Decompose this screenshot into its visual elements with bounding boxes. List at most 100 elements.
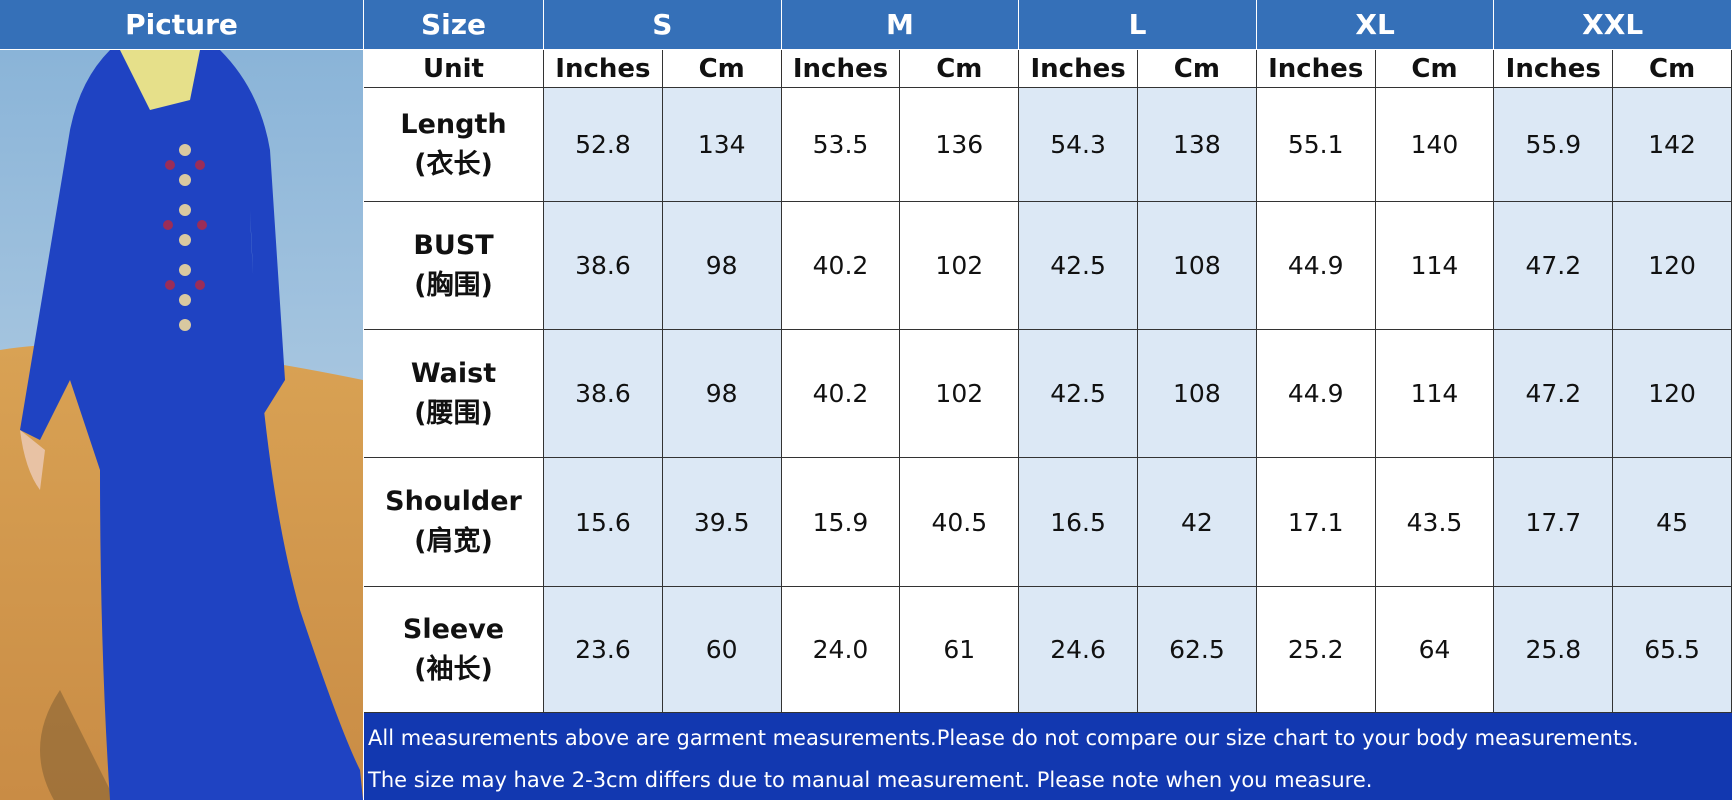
value-cell-text: 114 (1410, 379, 1459, 408)
row-label-text: Shoulder (385, 486, 522, 517)
value-cell-text: 17.7 (1525, 507, 1582, 537)
product-photo (0, 50, 363, 800)
row-label: Waist (腰围) (364, 330, 544, 458)
row-label-text: (袖长) (414, 653, 493, 685)
value-cell-text: 136 (935, 130, 984, 159)
unit-label: Unit (364, 50, 544, 88)
value-cell-text: 17.1 (1287, 507, 1344, 537)
value-cell: 16.5 (1019, 458, 1138, 587)
value-cell-text: 42 (1180, 507, 1213, 537)
value-cell-text: 120 (1648, 379, 1696, 408)
unit-cell: Cm (1138, 50, 1257, 88)
notes: All measurements above are garment measu… (364, 713, 1732, 800)
size-header: XL (1256, 0, 1495, 50)
value-cell: 44.9 (1256, 202, 1376, 330)
value-cell: 15.9 (781, 458, 901, 587)
value-cell: 61 (900, 587, 1020, 713)
value-cell: 38.6 (544, 330, 663, 458)
value-cell-text: 108 (1173, 251, 1221, 280)
row-label-text: Waist (410, 357, 497, 389)
value-cell-text: 39.5 (693, 507, 750, 537)
value-cell: 54.3 (1019, 88, 1138, 202)
row-label-text: (腰围) (414, 397, 493, 429)
value-cell: 55.9 (1494, 88, 1614, 202)
value-cell: 47.2 (1494, 330, 1614, 458)
value-cell-text: 98 (705, 379, 738, 408)
value-cell: 25.8 (1494, 587, 1614, 713)
header-cell: Size (364, 0, 544, 50)
unit-cell-text: Inches (555, 53, 651, 84)
value-cell: 65.5 (1613, 587, 1732, 713)
header-cell-text: Picture (125, 8, 238, 41)
size-header: S (544, 0, 782, 50)
value-cell-text: 47.2 (1525, 251, 1582, 280)
unit-cell-text: Cm (698, 53, 745, 84)
value-cell: 64 (1375, 587, 1495, 713)
value-cell-text: 25.8 (1525, 635, 1582, 664)
value-cell: 40.2 (781, 202, 901, 330)
value-cell: 136 (900, 88, 1020, 202)
value-cell: 24.6 (1019, 587, 1138, 713)
unit-cell-text: Inches (1505, 53, 1601, 84)
value-cell-text: 38.6 (575, 251, 631, 280)
value-cell: 43.5 (1375, 458, 1495, 587)
value-cell: 53.5 (781, 88, 901, 202)
value-cell-text: 40.5 (931, 507, 988, 537)
value-cell: 134 (662, 88, 782, 202)
size-header-text: XXL (1582, 8, 1644, 41)
value-cell-text: 44.9 (1287, 251, 1344, 280)
value-cell-text: 102 (935, 379, 984, 408)
value-cell-text: 15.6 (575, 507, 631, 537)
value-cell: 114 (1375, 330, 1495, 458)
value-cell-text: 140 (1410, 130, 1459, 159)
value-cell: 140 (1375, 88, 1495, 202)
size-header-text: XL (1355, 8, 1395, 41)
size-header-text: S (652, 8, 673, 41)
value-cell: 102 (900, 202, 1020, 330)
note: All measurements above are garment measu… (368, 726, 1639, 750)
value-cell: 40.5 (900, 458, 1020, 587)
value-cell-text: 16.5 (1050, 507, 1106, 537)
row-label: BUST (胸围) (364, 202, 544, 330)
row-label-text: (胸围) (414, 269, 493, 301)
value-cell: 24.0 (781, 587, 901, 713)
row-label-text: Length (400, 108, 507, 140)
value-cell-text: 102 (935, 251, 984, 280)
unit-cell: Cm (900, 50, 1020, 88)
value-cell: 114 (1375, 202, 1495, 330)
value-cell: 45 (1613, 458, 1732, 587)
row-label-text: (肩宽) (414, 526, 493, 557)
row-label-text: Sleeve (402, 613, 505, 645)
value-cell: 44.9 (1256, 330, 1376, 458)
value-cell: 108 (1138, 330, 1257, 458)
size-header: M (781, 0, 1020, 50)
header-cell: Picture (0, 0, 364, 50)
value-cell-text: 142 (1648, 130, 1696, 159)
row-label: Shoulder (肩宽) (364, 458, 544, 587)
value-cell-text: 43.5 (1406, 507, 1463, 537)
note: The size may have 2-3cm differs due to m… (368, 768, 1373, 792)
value-cell: 40.2 (781, 330, 901, 458)
value-cell: 62.5 (1138, 587, 1257, 713)
unit-cell: Cm (1375, 50, 1495, 88)
unit-cell-text: Inches (792, 53, 889, 84)
value-cell: 42.5 (1019, 330, 1138, 458)
value-cell-text: 42.5 (1050, 379, 1106, 408)
unit-cell-text: Inches (1030, 53, 1126, 84)
value-cell: 60 (662, 587, 782, 713)
value-cell-text: 98 (705, 251, 738, 280)
size-header-text: M (885, 8, 914, 41)
value-cell-text: 134 (697, 130, 746, 159)
value-cell-text: 114 (1410, 251, 1459, 280)
row-label-text: BUST (413, 229, 494, 261)
value-cell-text: 108 (1173, 379, 1221, 408)
row-label: Sleeve (袖长) (364, 587, 544, 713)
value-cell: 55.1 (1256, 88, 1376, 202)
value-cell-text: 61 (943, 635, 976, 664)
value-cell: 42 (1138, 458, 1257, 587)
value-cell: 25.2 (1256, 587, 1376, 713)
size-header: L (1019, 0, 1257, 50)
value-cell: 15.6 (544, 458, 663, 587)
unit-cell-text: Cm (936, 53, 983, 84)
value-cell-text: 65.5 (1644, 635, 1700, 664)
